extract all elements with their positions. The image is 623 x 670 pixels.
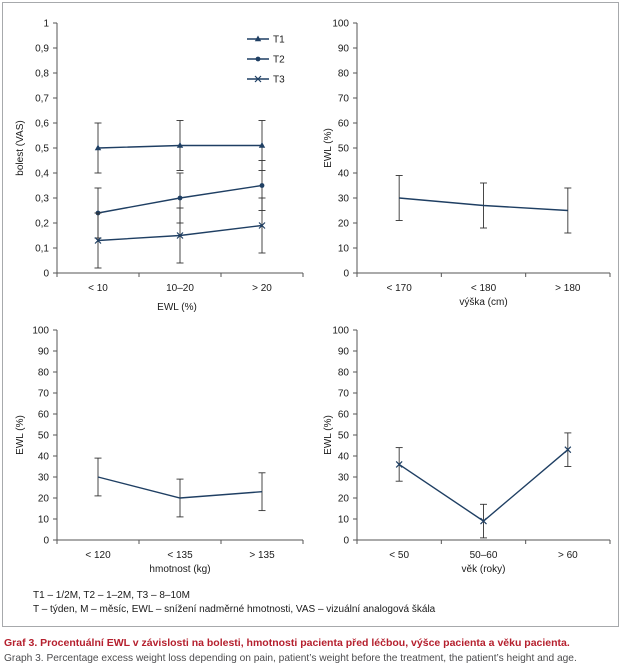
y-tick-label: 100	[332, 326, 349, 337]
notes-abbreviations: T – týden, M – měsíc, EWL – snížení nadm…	[33, 604, 436, 615]
chart-weight: 0 10 20 30 40 50 60 70 80 90 100 < 120 < 135 > 135 hmo…	[15, 326, 304, 575]
y-tick-label: 10	[338, 515, 350, 526]
legend-marker	[255, 56, 261, 62]
x-tick-label: > 180	[555, 283, 581, 294]
y-tick-label: 0	[343, 536, 349, 547]
series-line	[399, 197, 568, 212]
y-tick-label: 0,5	[35, 144, 49, 155]
chart-height: 0 10 20 30 40 50 60 70 80 90 100 < 170 < 180 > 180 výš…	[323, 19, 611, 308]
figure-caption: Graf 3. Procentuální EWL v závislosti na…	[4, 636, 622, 666]
series-main	[395, 432, 572, 539]
y-tick-label: 40	[338, 452, 350, 463]
data-point	[259, 183, 265, 188]
data-point	[176, 142, 184, 148]
y-tick-label: 80	[338, 69, 350, 80]
y-axis-title: EWL (%)	[15, 415, 26, 455]
x-tick-label: < 135	[167, 550, 193, 561]
data-point	[395, 460, 403, 468]
data-point	[176, 232, 184, 239]
y-tick-label: 30	[338, 473, 350, 484]
y-tick-label: 10	[38, 515, 50, 526]
y-tick-label: 90	[338, 347, 350, 358]
notes-timepoints: T1 – 1/2M, T2 – 1–2M, T3 – 8–10M	[33, 590, 190, 601]
y-tick-label: 30	[338, 194, 350, 205]
y-tick-label: 50	[338, 431, 350, 442]
y-tick-label: 70	[338, 94, 350, 105]
data-point	[94, 237, 102, 244]
y-tick-label: 0,6	[35, 119, 49, 130]
y-tick-label: 0,4	[35, 169, 49, 180]
x-tick-label: > 135	[249, 550, 275, 561]
y-tick-label: 50	[338, 144, 350, 155]
y-tick-label: 90	[38, 347, 50, 358]
series-t3	[94, 197, 266, 269]
y-tick-label: 20	[338, 494, 350, 505]
data-point	[258, 222, 266, 229]
x-tick-label: > 60	[558, 550, 578, 561]
chart-pain: 0 0,1 0,2 0,3 0,4 0,5 0,6 0,7 0,8 0,9 1 < 10 10–20 > …	[15, 19, 304, 313]
y-tick-label: 0	[343, 269, 349, 280]
y-tick-label: 0,3	[35, 194, 49, 205]
y-tick-label: 40	[338, 169, 350, 180]
y-tick-label: 40	[38, 452, 50, 463]
x-tick-label: 10–20	[166, 283, 194, 294]
series-t1	[94, 120, 266, 174]
y-tick-label: 0	[43, 536, 49, 547]
series-line	[97, 476, 263, 499]
x-tick-label: > 20	[252, 283, 272, 294]
y-tick-label: 50	[38, 431, 50, 442]
y-tick-label: 0	[43, 269, 49, 280]
y-axis-title: EWL (%)	[323, 128, 334, 168]
caption-czech: Graf 3. Procentuální EWL v závislosti na…	[4, 637, 570, 649]
data-point	[258, 142, 266, 148]
x-axis-title: EWL (%)	[157, 302, 197, 313]
caption-english: Graph 3. Percentage excess weight loss d…	[4, 653, 577, 664]
y-tick-label: 0,7	[35, 94, 49, 105]
y-tick-label: 60	[338, 119, 350, 130]
y-tick-label: 10	[338, 244, 350, 255]
data-point	[480, 517, 487, 525]
legend-label: T2	[273, 55, 285, 66]
legend-marker	[254, 35, 262, 42]
y-tick-label: 0,8	[35, 69, 49, 80]
x-axis-title: výška (cm)	[459, 297, 507, 308]
x-tick-label: < 180	[471, 283, 497, 294]
data-point	[94, 144, 102, 151]
y-tick-label: 20	[38, 494, 50, 505]
y-tick-label: 60	[38, 410, 50, 421]
y-tick-label: 1	[43, 19, 49, 30]
y-tick-label: 0,1	[35, 244, 49, 255]
legend-marker	[254, 75, 262, 83]
y-tick-label: 100	[32, 326, 49, 337]
y-tick-label: 100	[332, 19, 349, 30]
y-tick-label: 90	[338, 44, 350, 55]
figure-frame: 0 0,1 0,2 0,3 0,4 0,5 0,6 0,7 0,8 0,9 1 < 10 10–20 > …	[2, 2, 619, 627]
y-tick-label: 0,2	[35, 219, 49, 230]
y-tick-label: 80	[338, 368, 350, 379]
chart-notes: T1 – 1/2M, T2 – 1–2M, T3 – 8–10M T – týd…	[33, 589, 435, 617]
series-main	[395, 175, 572, 234]
y-tick-label: 30	[38, 473, 50, 484]
y-tick-label: 0,9	[35, 44, 49, 55]
legend-label: T1	[273, 35, 285, 46]
y-tick-label: 60	[338, 410, 350, 421]
y-axis-title: bolest (VAS)	[15, 120, 26, 175]
y-tick-label: 20	[338, 219, 350, 230]
y-tick-label: 80	[38, 368, 50, 379]
x-tick-label: < 120	[85, 550, 111, 561]
y-tick-label: 70	[338, 389, 350, 400]
data-point	[177, 195, 183, 201]
x-axis-title: věk (roky)	[462, 564, 506, 575]
y-axis-title: EWL (%)	[323, 415, 334, 455]
x-tick-label: < 50	[389, 550, 409, 561]
series-main	[94, 457, 266, 518]
x-tick-label: < 170	[387, 283, 413, 294]
x-tick-label: < 10	[88, 283, 108, 294]
chart-age: 0 10 20 30 40 50 60 70 80 90 100 < 50 50–60 > 60 věk (…	[323, 326, 611, 575]
y-tick-label: 70	[38, 389, 50, 400]
x-tick-label: 50–60	[470, 550, 498, 561]
x-axis-title: hmotnost (kg)	[149, 564, 210, 575]
data-point	[564, 446, 572, 454]
legend-label: T3	[273, 75, 285, 86]
